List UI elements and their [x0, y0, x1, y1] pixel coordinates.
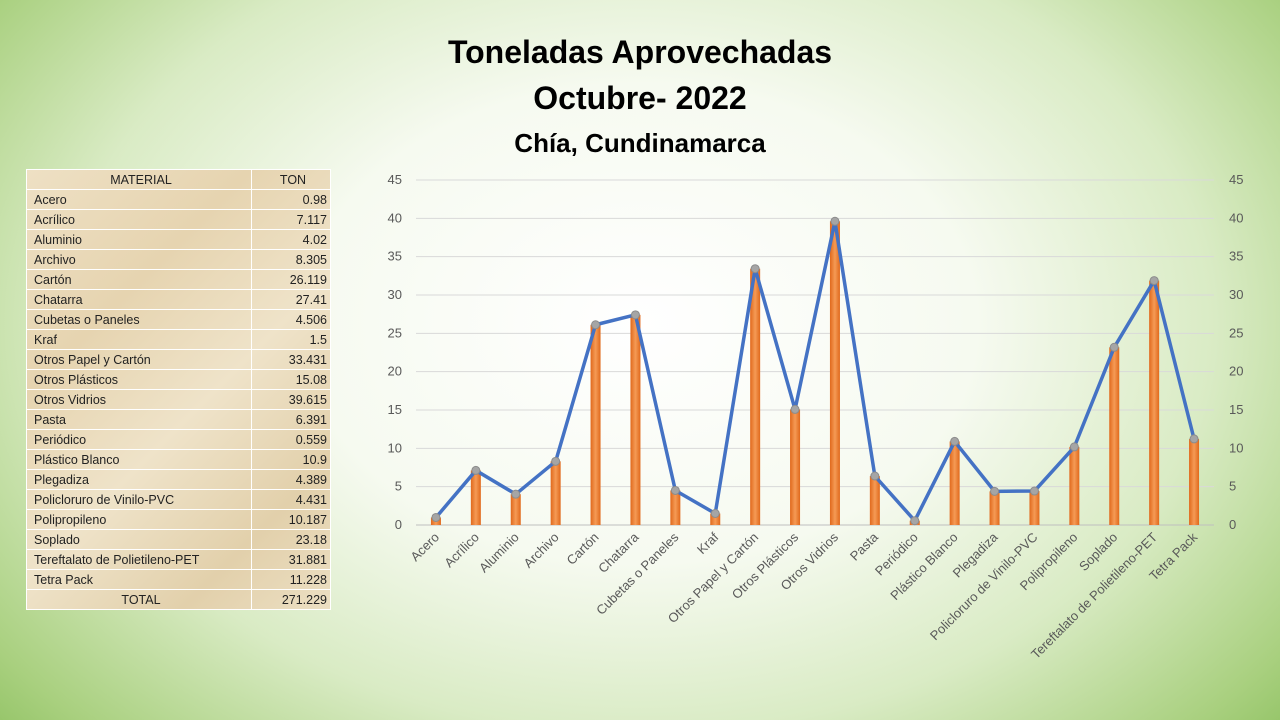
y-tick-left: 40	[388, 210, 402, 225]
table-row: Otros Papel y Cartón 33.431	[26, 349, 331, 370]
table-row: Chatarra 27.41	[26, 289, 331, 310]
ton-cell: 10.9	[251, 449, 331, 470]
line-marker	[551, 456, 561, 466]
y-tick-right: 45	[1229, 172, 1243, 187]
y-tick-right: 15	[1229, 402, 1243, 417]
material-cell: Otros Papel y Cartón	[26, 349, 252, 370]
y-tick-left: 30	[388, 287, 402, 302]
line-marker	[431, 512, 441, 522]
ton-cell: 11.228	[251, 569, 331, 590]
y-tick-left: 15	[388, 402, 402, 417]
material-cell: Archivo	[26, 249, 252, 270]
y-tick-left: 45	[388, 172, 402, 187]
bar	[630, 314, 641, 525]
ton-cell: 7.117	[251, 209, 331, 230]
table-row: Otros Plásticos 15.08	[26, 369, 331, 390]
table-row: Archivo 8.305	[26, 249, 331, 270]
bar	[710, 513, 721, 525]
bar	[949, 441, 960, 525]
y-tick-left: 0	[395, 517, 402, 532]
bar	[670, 490, 681, 525]
y-tick-left: 25	[388, 325, 402, 340]
y-tick-left: 35	[388, 249, 402, 264]
y-tick-right: 5	[1229, 479, 1236, 494]
bar	[1029, 491, 1040, 525]
material-cell: Polipropileno	[26, 509, 252, 530]
line-marker	[870, 471, 880, 481]
ton-cell: 0.559	[251, 429, 331, 450]
y-tick-right: 0	[1229, 517, 1236, 532]
bar	[750, 268, 761, 525]
line-marker	[670, 485, 680, 495]
y-tick-right: 25	[1229, 325, 1243, 340]
x-category-label: Pasta	[847, 529, 882, 564]
x-category-label: Kraf	[694, 529, 722, 557]
y-tick-left: 20	[388, 364, 402, 379]
table-row: Polipropileno 10.187	[26, 509, 331, 530]
bar	[1069, 446, 1080, 525]
bar	[869, 476, 880, 525]
materials-table: MATERIAL TON Acero 0.98 Acrílico 7.117 Alumi…	[26, 169, 331, 610]
y-tick-right: 35	[1229, 249, 1243, 264]
ton-cell: 4.431	[251, 489, 331, 510]
line-marker	[1109, 342, 1119, 352]
line-marker	[511, 489, 521, 499]
ton-cell: 27.41	[251, 289, 331, 310]
line-marker	[1069, 442, 1079, 452]
bar	[829, 221, 840, 525]
line-marker	[790, 404, 800, 414]
bar	[470, 470, 481, 525]
bar	[1109, 347, 1120, 525]
bar	[590, 324, 601, 525]
ton-cell: 8.305	[251, 249, 331, 270]
table-row: Policloruro de Vinilo-PVC 4.431	[26, 489, 331, 510]
chart-title-date: Octubre- 2022	[533, 80, 747, 116]
line-marker	[1029, 486, 1039, 496]
line-marker	[630, 310, 640, 320]
table-row: Cubetas o Paneles 4.506	[26, 309, 331, 330]
bar	[1189, 438, 1200, 525]
table-row: Acrílico 7.117	[26, 209, 331, 230]
y-tick-left: 5	[395, 479, 402, 494]
y-tick-right: 10	[1229, 440, 1243, 455]
line-marker	[830, 216, 840, 226]
total-label: TOTAL	[26, 589, 252, 610]
y-tick-right: 30	[1229, 287, 1243, 302]
table-row: Periódico 0.559	[26, 429, 331, 450]
line-marker	[950, 436, 960, 446]
total-value: 271.229	[251, 589, 331, 610]
series-line	[434, 219, 1196, 523]
chart-title: Toneladas Aprovechadas	[447, 34, 833, 70]
x-category-label: Cartón	[563, 530, 601, 568]
line-marker	[471, 465, 481, 475]
ton-cell: 4.02	[251, 229, 331, 250]
x-category-label: Aluminio	[476, 530, 522, 576]
x-category-label: Archivo	[521, 530, 562, 571]
material-cell: Otros Vidrios	[26, 389, 252, 410]
line-marker	[910, 516, 920, 526]
line-marker	[1189, 434, 1199, 444]
bar	[1149, 280, 1160, 525]
line-marker	[1149, 276, 1159, 286]
bar	[510, 494, 521, 525]
bar	[790, 409, 801, 525]
y-tick-left: 10	[388, 440, 402, 455]
chart-subtitle: Chía, Cundinamarca	[514, 128, 766, 158]
material-cell: Soplado	[26, 529, 252, 550]
bar	[550, 461, 561, 525]
line-marker	[750, 264, 760, 274]
x-category-label: Acero	[407, 530, 442, 565]
total-row: TOTAL 271.229	[26, 589, 331, 610]
line-marker	[990, 486, 1000, 496]
ton-cell: 31.881	[251, 549, 331, 570]
y-tick-right: 20	[1229, 364, 1243, 379]
table-row: Pasta 6.391	[26, 409, 331, 430]
table-row: Acero 0.98	[26, 189, 331, 210]
line-marker	[591, 320, 601, 330]
table-row: Otros Vidrios 39.615	[26, 389, 331, 410]
y-tick-right: 40	[1229, 210, 1243, 225]
bar	[989, 491, 1000, 525]
line-marker	[710, 509, 720, 518]
